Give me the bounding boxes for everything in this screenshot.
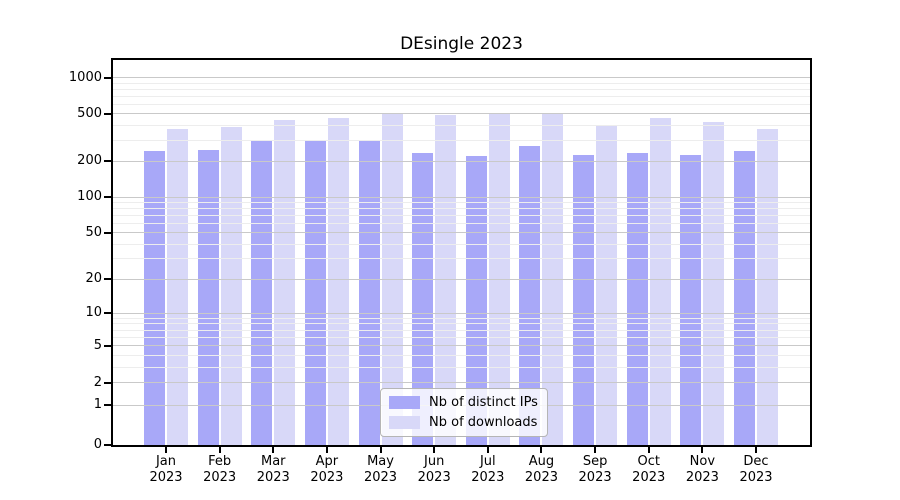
y-axis-tick [104, 404, 112, 407]
bar-distinct-ips-feb [197, 149, 219, 445]
y-tick-label: 2 [93, 374, 102, 390]
x-axis-tick [594, 447, 597, 453]
x-tick-label-jun: Jun 2023 [417, 454, 451, 485]
bar-downloads-oct [649, 118, 671, 445]
bar-downloads-jul [488, 112, 510, 445]
y-tick-label: 50 [85, 224, 102, 240]
y-axis-tick [104, 344, 112, 347]
x-axis-tick [755, 447, 757, 453]
y-axis-tick [104, 444, 112, 446]
bar-distinct-ips-oct [626, 153, 648, 445]
gridline-major [113, 77, 810, 79]
legend-swatch-downloads [389, 416, 420, 429]
x-tick-label-mar: Mar 2023 [256, 454, 290, 485]
y-tick-label: 0 [93, 437, 102, 452]
y-axis-tick [104, 160, 112, 163]
x-tick-label-dec: Dec 2023 [739, 454, 773, 485]
x-axis-tick [647, 447, 650, 453]
y-tick-label: 200 [77, 153, 102, 169]
bar-downloads-aug [542, 112, 564, 445]
y-tick-label: 1000 [68, 69, 102, 85]
legend-swatch-distinct-ips [389, 396, 420, 409]
bar-downloads-dec [757, 129, 778, 445]
bar-distinct-ips-jan [144, 150, 165, 445]
legend-item-downloads: Nb of downloads [389, 415, 539, 430]
x-tick-label-may: May 2023 [363, 454, 398, 485]
y-axis-tick [104, 381, 112, 384]
x-axis-tick [218, 447, 221, 453]
y-axis-tick [104, 312, 112, 315]
x-axis-tick [433, 447, 436, 453]
gridline-minor [113, 82, 810, 84]
bar-distinct-ips-apr [304, 141, 326, 445]
bar-downloads-apr [327, 118, 349, 445]
x-tick-label-feb: Feb 2023 [203, 454, 237, 485]
gridline-minor [113, 88, 810, 90]
bar-distinct-ips-aug [519, 145, 541, 445]
x-tick-label-jul: Jul 2023 [471, 454, 505, 485]
gridline-minor [113, 95, 810, 97]
bar-distinct-ips-dec [734, 150, 755, 445]
y-tick-label: 1 [93, 397, 102, 413]
y-axis-tick [104, 112, 112, 115]
y-tick-label: 5 [93, 337, 102, 353]
x-tick-label-oct: Oct 2023 [632, 454, 666, 485]
x-axis-tick [540, 447, 543, 453]
bar-distinct-ips-nov [680, 155, 702, 445]
legend: Nb of distinct IPs Nb of downloads [380, 388, 548, 437]
bar-downloads-jan [167, 129, 188, 445]
y-axis-tick [104, 196, 112, 199]
bar-distinct-ips-may [358, 141, 380, 445]
legend-label-downloads: Nb of downloads [429, 415, 538, 430]
gridline-minor [113, 103, 810, 105]
chart-title: DEsingle 2023 [400, 34, 523, 54]
y-tick-label: 500 [77, 105, 102, 121]
bar-distinct-ips-mar [251, 140, 273, 445]
bar-distinct-ips-jul [465, 156, 487, 445]
x-axis-tick [701, 447, 704, 453]
x-axis-tick [272, 447, 275, 453]
bar-downloads-feb [220, 126, 242, 445]
bar-distinct-ips-jun [412, 153, 434, 445]
x-axis-tick [325, 447, 328, 453]
y-tick-label: 10 [85, 305, 102, 321]
legend-item-distinct-ips: Nb of distinct IPs [389, 395, 539, 410]
x-axis-tick [379, 447, 382, 453]
y-tick-label: 20 [85, 271, 102, 287]
bar-downloads-nov [703, 122, 725, 445]
x-axis-tick [165, 447, 167, 453]
bar-downloads-sep [596, 125, 618, 445]
bar-distinct-ips-sep [573, 155, 595, 445]
y-tick-label: 100 [77, 189, 102, 205]
x-tick-label-nov: Nov 2023 [685, 454, 719, 485]
gridline-major [113, 113, 810, 115]
legend-label-distinct-ips: Nb of distinct IPs [429, 395, 538, 410]
y-axis-tick [104, 231, 112, 234]
bar-downloads-mar [274, 120, 296, 445]
x-axis-tick [486, 447, 489, 453]
plot-area: Nb of distinct IPs Nb of downloads [111, 58, 812, 447]
x-tick-label-aug: Aug 2023 [524, 454, 558, 485]
y-axis-tick [104, 278, 112, 281]
x-tick-label-sep: Sep 2023 [578, 454, 612, 485]
x-tick-label-apr: Apr 2023 [310, 454, 344, 485]
y-axis-tick [104, 76, 112, 79]
x-tick-label-jan: Jan 2023 [149, 454, 183, 485]
